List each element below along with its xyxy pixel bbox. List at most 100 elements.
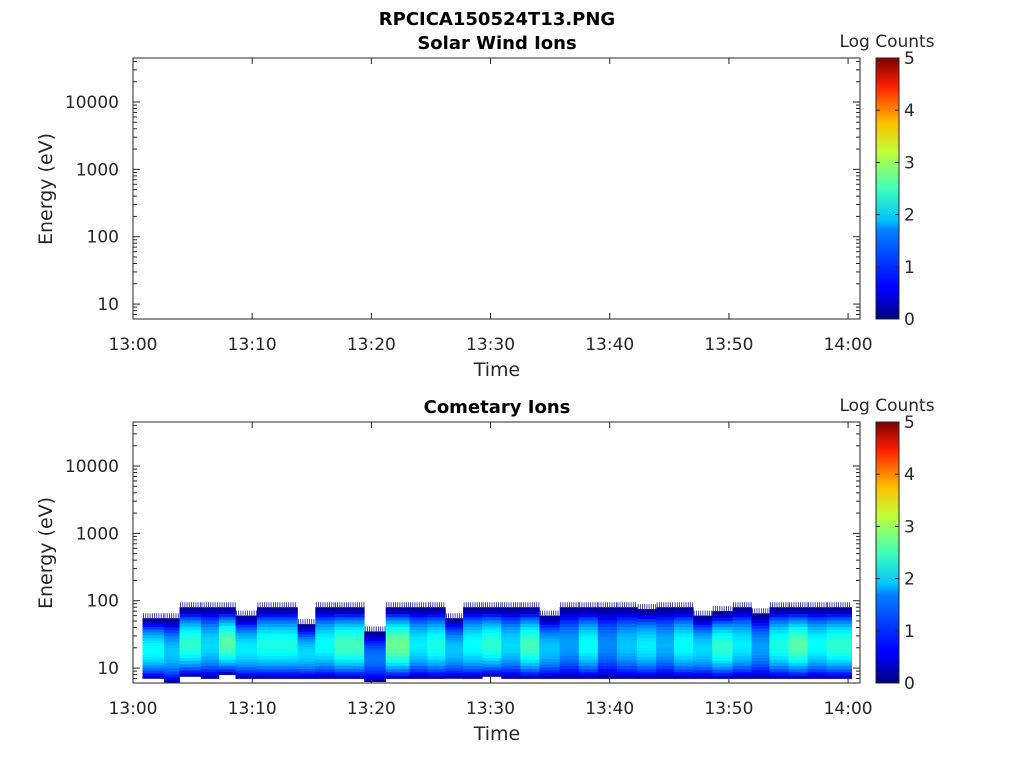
spectrogram-cell bbox=[674, 649, 694, 653]
spectrogram-cell bbox=[200, 607, 220, 611]
spectrogram-cell bbox=[597, 649, 618, 653]
spectrogram-cell bbox=[297, 668, 316, 672]
spectrogram-cell bbox=[427, 636, 446, 640]
spectrogram-cell bbox=[501, 642, 521, 647]
spectrogram-cell bbox=[315, 610, 335, 615]
spectrogram-cell bbox=[712, 669, 733, 673]
spectrogram-cell bbox=[501, 639, 521, 644]
spectrogram-cell bbox=[539, 629, 561, 634]
y-tick-label: 10000 bbox=[65, 93, 119, 113]
spectrogram-cell bbox=[559, 662, 580, 666]
colorbar-ticks: 0 1 2 3 4 5 bbox=[876, 49, 915, 330]
spectrogram-cell bbox=[616, 642, 638, 647]
spectrogram-cell bbox=[200, 675, 220, 679]
spectrogram-cell bbox=[364, 633, 387, 637]
spectrogram-cell bbox=[807, 610, 828, 615]
spectrogram-cell bbox=[597, 675, 618, 679]
spectrogram-cell bbox=[385, 668, 410, 673]
spectrogram-cell bbox=[520, 620, 540, 624]
colorbar bbox=[875, 57, 900, 320]
spectrogram-cell bbox=[142, 675, 165, 679]
spectrogram-cell bbox=[409, 665, 428, 670]
spectrogram-cell bbox=[256, 668, 298, 673]
spectrogram-cell bbox=[788, 620, 808, 624]
spectrogram-cell bbox=[788, 665, 808, 670]
spectrogram-cell bbox=[597, 655, 618, 660]
spectrogram-cell bbox=[334, 665, 365, 670]
spectrogram-cell bbox=[807, 620, 828, 624]
spectrogram-cell bbox=[463, 646, 483, 650]
spectrogram-cell bbox=[732, 613, 752, 618]
spectrogram-cell bbox=[807, 675, 828, 679]
spectrogram-cell bbox=[218, 619, 236, 623]
spectrogram-cell bbox=[751, 642, 770, 647]
spectrogram-cell bbox=[164, 680, 180, 684]
spectrogram-cell bbox=[578, 646, 599, 650]
spectrogram-cell bbox=[826, 642, 852, 647]
spectrogram-cell bbox=[334, 607, 365, 611]
spectrogram-cell bbox=[179, 657, 202, 662]
spectrogram-cell bbox=[732, 642, 752, 647]
spectrogram-cell bbox=[826, 623, 852, 627]
spectrogram-cell bbox=[315, 626, 335, 631]
spectrogram-cell bbox=[235, 644, 258, 648]
spectrogram-cell bbox=[807, 672, 828, 676]
spectrogram-cell bbox=[712, 663, 733, 667]
spectrogram-cell bbox=[539, 618, 561, 622]
spectrogram-cell bbox=[616, 652, 638, 657]
spectrogram-cell bbox=[732, 659, 752, 663]
spectrogram-cell bbox=[559, 610, 580, 615]
spectrogram-cell bbox=[463, 642, 483, 647]
spectrogram-cell bbox=[142, 634, 165, 638]
spectrogram-cell bbox=[520, 649, 540, 653]
spectrogram-cell bbox=[539, 669, 561, 674]
spectrogram-cell bbox=[656, 623, 675, 627]
spectrogram-cell bbox=[427, 655, 446, 660]
spectrogram-cell bbox=[142, 648, 165, 652]
spectrogram-cell bbox=[218, 631, 236, 636]
spectrogram-cell bbox=[520, 662, 540, 666]
spectrogram-cell bbox=[656, 649, 675, 653]
spectrogram-cell bbox=[297, 656, 316, 660]
spectrogram-cell bbox=[218, 613, 236, 617]
x-axis-label: Time bbox=[473, 723, 521, 745]
spectrogram-cell bbox=[501, 607, 521, 611]
spectrogram-cell bbox=[693, 635, 713, 639]
spectrogram-cell bbox=[409, 610, 428, 615]
spectrogram-cell bbox=[769, 655, 789, 660]
spectrogram-cell bbox=[445, 653, 464, 657]
spectrogram-cell bbox=[751, 625, 770, 629]
spectrogram-cell bbox=[164, 650, 180, 654]
spectrogram-cell bbox=[751, 628, 770, 632]
spectrogram-cell bbox=[693, 615, 713, 619]
spectrogram-cell bbox=[769, 668, 789, 673]
spectrogram-cell bbox=[445, 626, 464, 630]
spectrogram-cell bbox=[674, 607, 694, 611]
spectrogram-cell bbox=[364, 679, 387, 682]
spectrogram-cell bbox=[164, 635, 180, 640]
spectrogram-cell bbox=[427, 659, 446, 663]
spectrogram-cell bbox=[427, 626, 446, 631]
spectrogram-cell bbox=[427, 620, 446, 624]
spectrogram-cell bbox=[334, 633, 365, 637]
spectrogram-cell bbox=[427, 633, 446, 637]
spectrogram-cell bbox=[788, 655, 808, 660]
spectrogram-cell bbox=[218, 665, 236, 669]
spectrogram-cell bbox=[826, 649, 852, 653]
x-tick-label: 13:40 bbox=[585, 335, 634, 355]
spectrogram-cell bbox=[807, 662, 828, 666]
spectrogram-cell bbox=[656, 665, 675, 670]
spectrogram-cell bbox=[297, 638, 316, 642]
spectrogram-cell bbox=[463, 662, 483, 666]
spectrogram-cell bbox=[256, 649, 298, 653]
spectrogram-cell bbox=[693, 624, 713, 628]
panel-title: Solar Wind Ions bbox=[417, 33, 576, 54]
spectrogram-cell bbox=[445, 656, 464, 660]
spectrogram-cell bbox=[200, 668, 220, 673]
spectrogram-cell bbox=[539, 667, 561, 671]
spectrogram-cell bbox=[463, 675, 483, 679]
spectrogram-cell bbox=[751, 648, 770, 653]
spectrogram-cell bbox=[637, 669, 657, 673]
spectrogram-cell bbox=[637, 640, 657, 645]
